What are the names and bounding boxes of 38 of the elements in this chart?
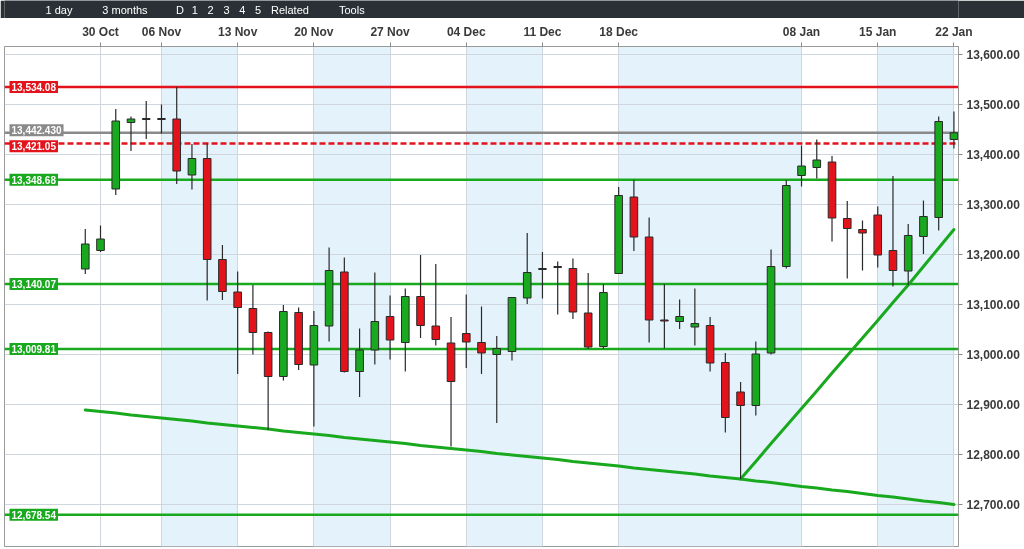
text: 1 <box>191 3 198 16</box>
y-tick-label: 12,800.00 <box>966 447 1021 462</box>
x-tick-label: 27 Nov <box>370 24 411 39</box>
x-tick-label: 06 Nov <box>141 24 182 39</box>
y-tick-label: 13,400.00 <box>966 147 1021 162</box>
y-tick-label: 13,600.00 <box>966 47 1021 62</box>
ref-line-label: 13,140.07 <box>11 278 57 290</box>
y-tick-label: 12,900.00 <box>966 397 1021 412</box>
text: D <box>175 3 184 16</box>
x-tick-label: 13 Nov <box>217 24 258 39</box>
text: 2 <box>207 3 214 16</box>
ref-line-label: 13,009.81 <box>11 344 57 356</box>
y-tick-label: 13,300.00 <box>966 197 1021 212</box>
y-tick-label: 13,100.00 <box>966 297 1021 312</box>
x-tick-label: 22 Jan <box>935 24 973 39</box>
y-tick-label: 12,700.00 <box>966 497 1021 512</box>
y-tick-label: 13,500.00 <box>966 97 1021 112</box>
x-tick-label: 15 Jan <box>859 24 897 39</box>
x-tick-label: 20 Nov <box>294 24 334 39</box>
ref-line-label: 13,348.68 <box>11 174 57 186</box>
text: 1 day <box>45 3 73 16</box>
ref-line-label: 13,534.08 <box>11 81 57 93</box>
ref-line-label: 12,678.54 <box>11 509 57 521</box>
x-tick-label: 08 Jan <box>782 24 821 39</box>
x-tick-label: 11 Dec <box>523 24 562 39</box>
text: 5 <box>255 3 262 16</box>
text: 3 months <box>102 3 149 16</box>
text: 3 <box>223 3 230 16</box>
text: 4 <box>239 3 246 16</box>
x-tick-label: 30 Oct <box>82 24 119 39</box>
text: Tools <box>338 3 366 16</box>
x-tick-label: 04 Dec <box>446 24 486 39</box>
y-tick-label: 13,000.00 <box>966 347 1021 362</box>
text: Related <box>270 3 309 16</box>
ref-line-label: 13,421.05 <box>11 141 57 153</box>
ref-line-label: 13,442.430 <box>11 125 62 137</box>
x-tick-label: 18 Dec <box>599 24 639 39</box>
y-tick-label: 13,200.00 <box>966 247 1021 262</box>
